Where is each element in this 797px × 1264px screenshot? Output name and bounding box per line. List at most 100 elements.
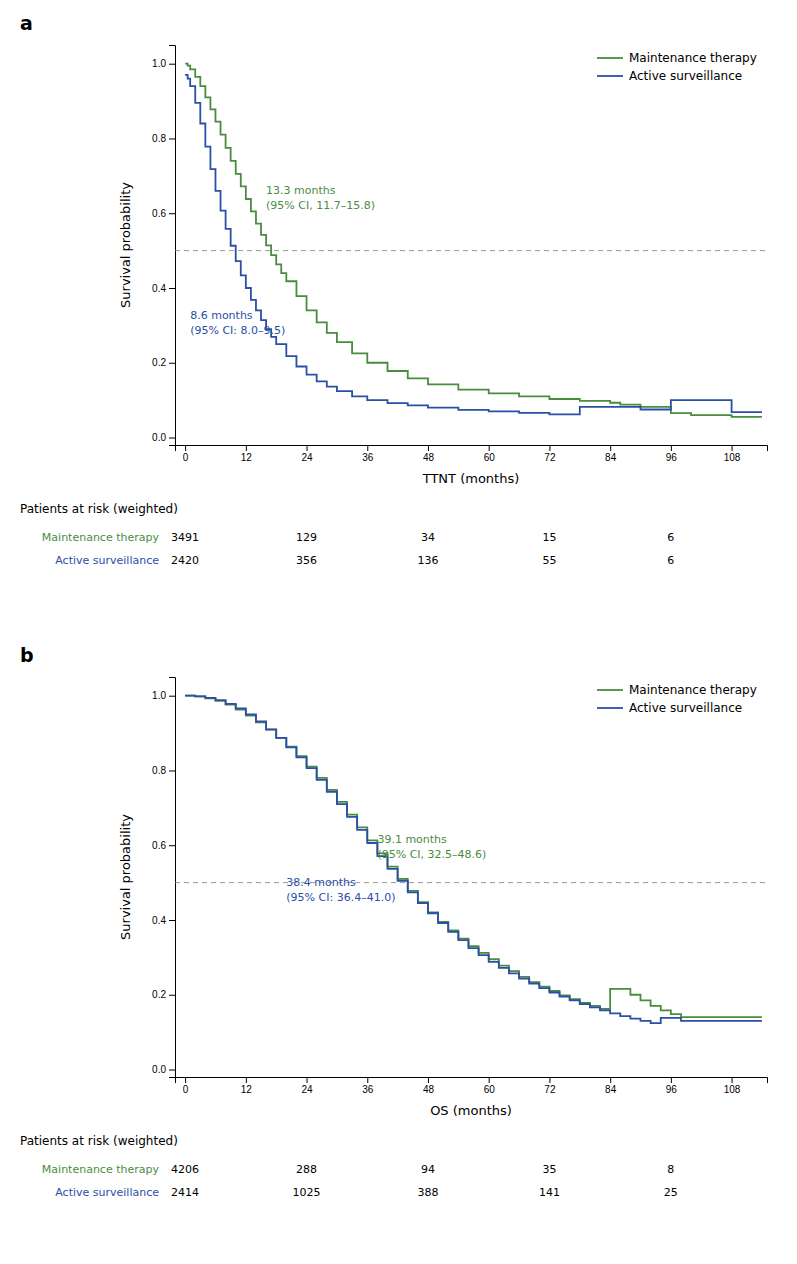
axis-line xyxy=(169,678,176,1078)
risk-row-label: Active surveillance xyxy=(55,554,159,567)
tick-mark xyxy=(169,995,175,996)
risk-count: 2420 xyxy=(171,554,199,567)
risk-table: Patients at risk (weighted) Maintenance t… xyxy=(20,1134,678,1199)
tick-label: 36 xyxy=(362,452,374,463)
tick-mark xyxy=(671,445,672,451)
legend-label: Maintenance therapy xyxy=(629,51,757,65)
tick-mark xyxy=(489,445,490,451)
risk-row-label: Maintenance therapy xyxy=(42,1163,160,1176)
tick-label: 60 xyxy=(484,452,496,463)
legend-item: Maintenance therapy xyxy=(597,51,757,65)
x-axis-title: OS (months) xyxy=(430,1103,512,1118)
panel-title: b xyxy=(20,644,34,666)
legend-label: Maintenance therapy xyxy=(629,683,757,697)
km-curve xyxy=(185,64,762,417)
tick: 84 xyxy=(605,445,617,463)
tick-mark xyxy=(169,696,175,697)
legend-swatch xyxy=(597,57,623,59)
risk-count: 388 xyxy=(417,1186,438,1199)
km-curve xyxy=(185,75,762,414)
annotation-line: (95% CI, 32.5–48.6) xyxy=(377,848,486,861)
tick: 60 xyxy=(484,1077,496,1095)
tick: 0.6 xyxy=(152,840,175,851)
tick-mark xyxy=(246,445,247,451)
tick-mark xyxy=(732,1077,733,1083)
risk-count: 8 xyxy=(667,1163,674,1176)
panel: 012243648607284961080.00.20.40.60.81.0TT… xyxy=(20,12,768,567)
tick-mark xyxy=(169,770,175,771)
tick: 0.2 xyxy=(152,357,175,368)
tick: 72 xyxy=(544,1077,556,1095)
risk-table-title: Patients at risk (weighted) xyxy=(20,1134,178,1148)
tick: 24 xyxy=(301,1077,313,1095)
legend-item: Active surveillance xyxy=(597,701,742,715)
annotation-line: (95% CI, 11.7–15.8) xyxy=(266,199,375,212)
axis: 01224364860728496108 xyxy=(176,445,768,463)
panel-title: a xyxy=(20,12,33,34)
tick: 84 xyxy=(605,1077,617,1095)
legend: Maintenance therapy Active surveillance xyxy=(597,683,757,715)
tick-mark xyxy=(185,445,186,451)
tick-label: 0.6 xyxy=(152,840,166,851)
tick: 0.8 xyxy=(152,765,175,776)
legend-swatch xyxy=(597,707,623,709)
risk-table-title: Patients at risk (weighted) xyxy=(20,502,178,516)
legend-swatch xyxy=(597,75,623,77)
tick-mark xyxy=(169,438,175,439)
tick-mark xyxy=(367,1077,368,1083)
tick-mark xyxy=(610,445,611,451)
tick-mark xyxy=(428,445,429,451)
risk-count: 15 xyxy=(542,531,556,544)
risk-count: 129 xyxy=(296,531,317,544)
risk-count: 2414 xyxy=(171,1186,199,1199)
risk-count: 136 xyxy=(417,554,438,567)
tick-label: 12 xyxy=(241,452,253,463)
legend-label: Active surveillance xyxy=(629,69,742,83)
risk-count: 356 xyxy=(296,554,317,567)
tick-label: 60 xyxy=(484,1084,496,1095)
tick: 0.4 xyxy=(152,915,175,926)
tick-label: 48 xyxy=(423,1084,435,1095)
annotation-line: 38.4 months xyxy=(286,876,356,889)
y-axis-title: Survival probability xyxy=(118,814,133,940)
annotation-line: (95% CI: 36.4–41.0) xyxy=(286,891,395,904)
tick-mark xyxy=(671,1077,672,1083)
tick: 0 xyxy=(183,1077,189,1095)
tick-mark xyxy=(169,288,175,289)
tick-mark xyxy=(307,1077,308,1083)
tick-label: 84 xyxy=(605,1084,617,1095)
annotation: 38.4 months (95% CI: 36.4–41.0) xyxy=(286,876,395,904)
tick-label: 72 xyxy=(544,452,556,463)
tick-label: 0.6 xyxy=(152,208,166,219)
tick-mark xyxy=(489,1077,490,1083)
tick-label: 0 xyxy=(183,452,189,463)
annotation: 8.6 months(95% CI: 8.0–9.5) xyxy=(190,309,285,337)
risk-count: 25 xyxy=(664,1186,678,1199)
risk-table: Patients at risk (weighted)Maintenance t… xyxy=(20,502,674,567)
tick-label: 48 xyxy=(423,452,435,463)
risk-count: 4206 xyxy=(171,1163,199,1176)
tick-mark xyxy=(169,920,175,921)
tick: 0.8 xyxy=(152,133,175,144)
axis: 0.00.20.40.60.81.0 xyxy=(152,46,175,446)
legend-item: Active surveillance xyxy=(597,69,742,83)
tick-label: 24 xyxy=(301,1084,313,1095)
tick-label: 0.0 xyxy=(152,432,166,443)
legend-item: Maintenance therapy xyxy=(597,683,757,697)
panel: 012243648607284961080.00.20.40.60.81.0OS… xyxy=(20,644,768,1199)
tick-mark xyxy=(610,1077,611,1083)
tick-label: 0.2 xyxy=(152,989,166,1000)
tick: 12 xyxy=(241,445,253,463)
tick-label: 108 xyxy=(724,1084,741,1095)
risk-count: 34 xyxy=(421,531,435,544)
tick-label: 0.8 xyxy=(152,765,166,776)
km-curve xyxy=(185,696,762,1017)
tick-label: 0.2 xyxy=(152,357,166,368)
tick-label: 12 xyxy=(241,1084,253,1095)
tick-label: 72 xyxy=(544,1084,556,1095)
risk-count: 6 xyxy=(667,531,674,544)
risk-count: 1025 xyxy=(293,1186,321,1199)
tick-label: 0.8 xyxy=(152,133,166,144)
tick: 72 xyxy=(544,445,556,463)
plot-area xyxy=(175,696,767,1023)
